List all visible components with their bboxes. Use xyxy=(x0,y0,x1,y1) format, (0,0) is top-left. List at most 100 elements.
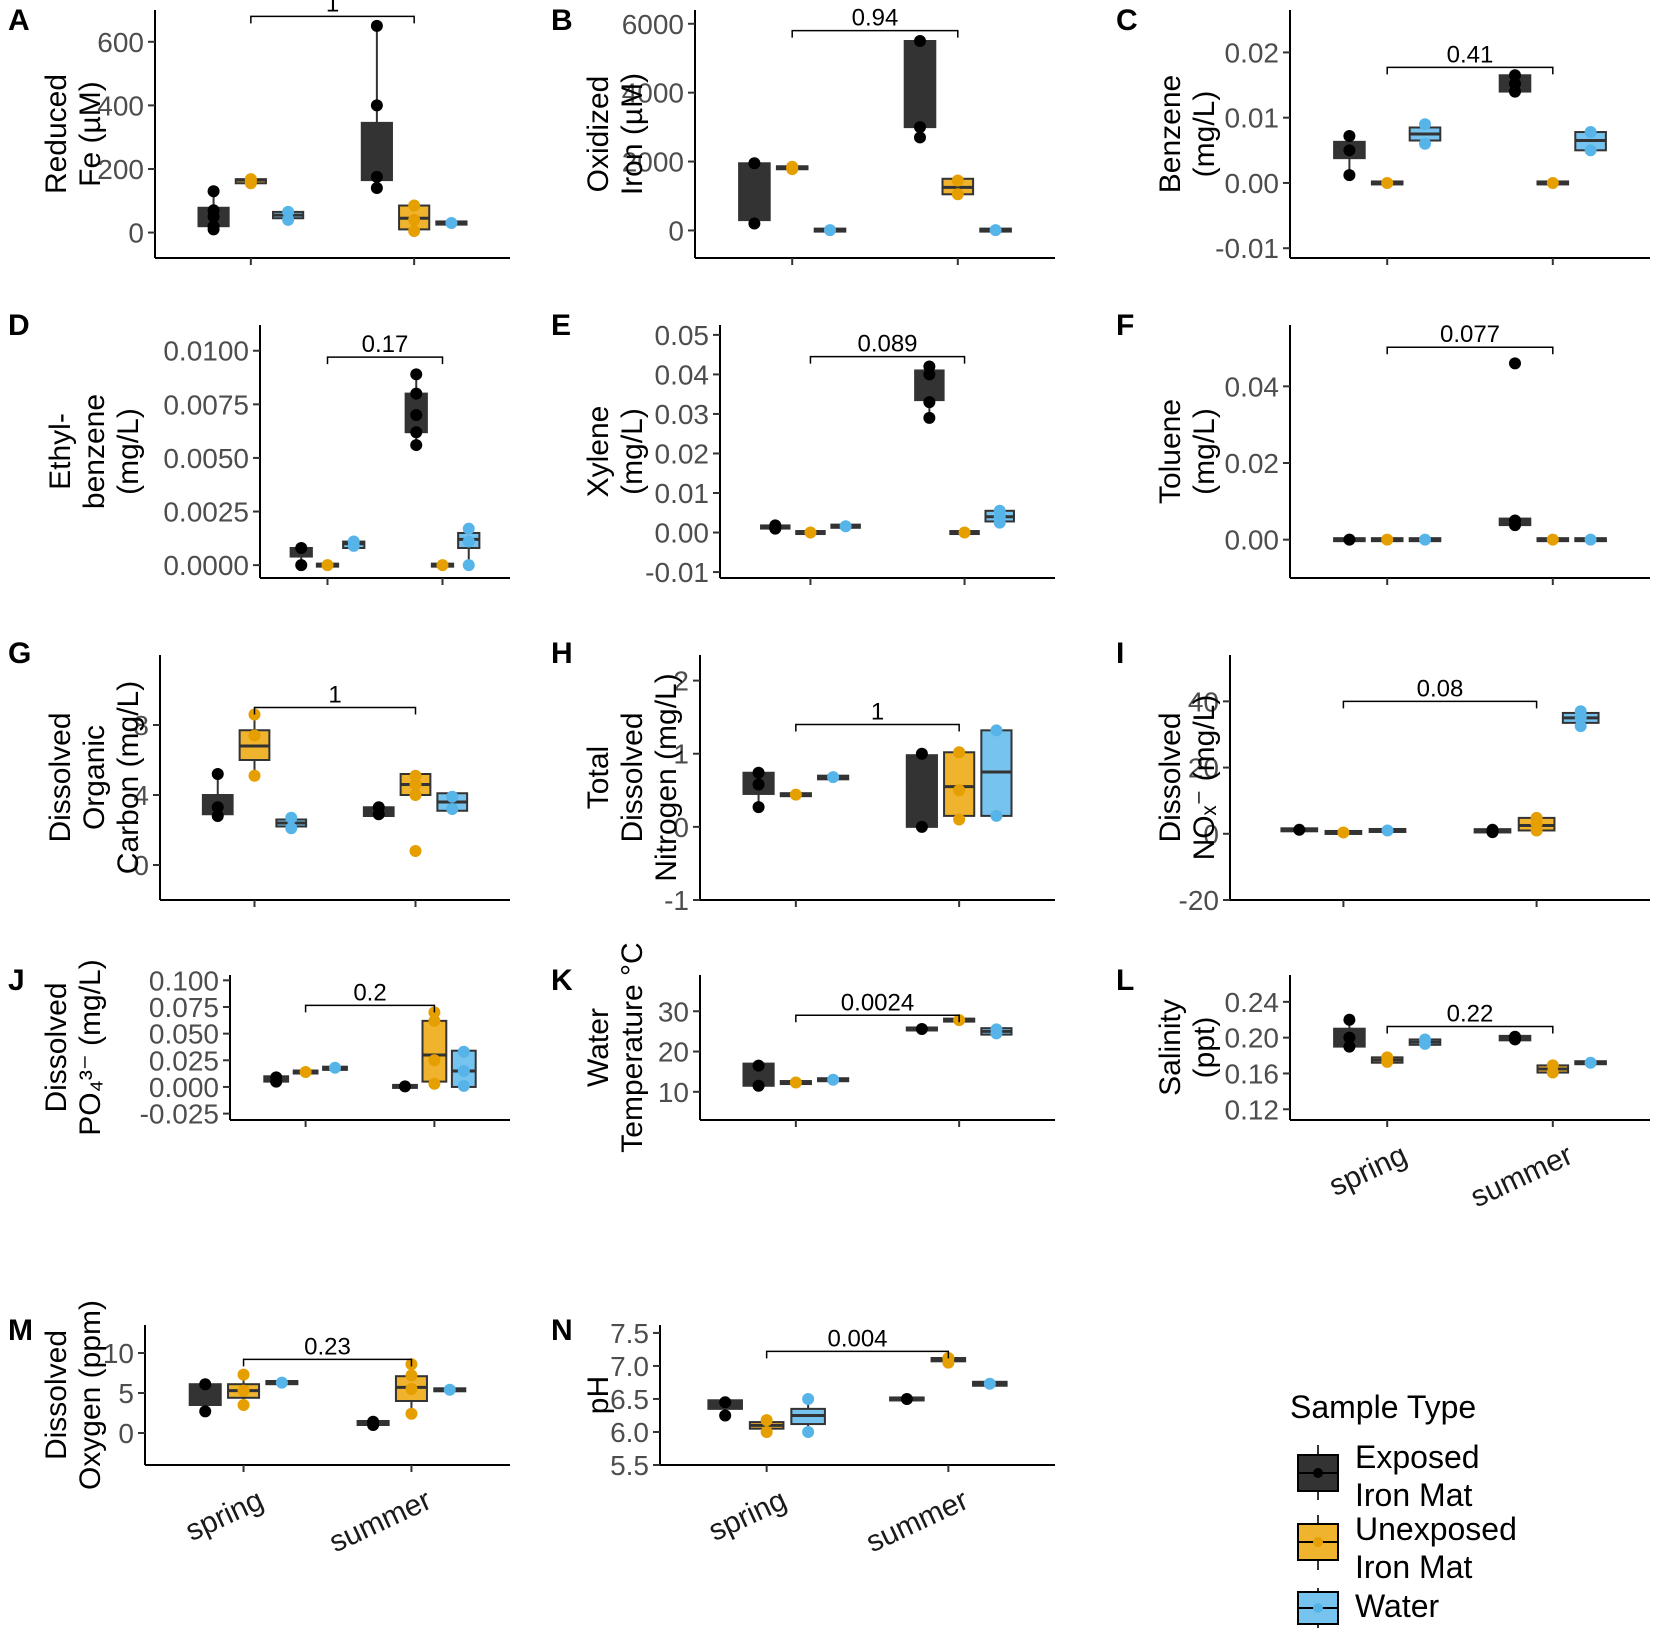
y-axis-label-line: Dissolved xyxy=(40,982,73,1112)
p-value-label: 0.23 xyxy=(304,1333,351,1360)
data-point xyxy=(900,1392,913,1405)
data-point xyxy=(1419,118,1431,131)
box-spring-water xyxy=(1368,824,1407,837)
y-tick-label: 0.0025 xyxy=(163,497,249,528)
box-summer-exposed xyxy=(362,801,395,821)
y-tick-label: 7.5 xyxy=(610,1318,649,1349)
y-tick-label: 0.12 xyxy=(1225,1094,1280,1125)
data-point xyxy=(719,1396,732,1409)
p-value-label: 0.077 xyxy=(1440,321,1500,348)
box-summer-water xyxy=(1574,126,1607,157)
box-spring-unexposed xyxy=(779,1076,812,1089)
data-point xyxy=(1381,533,1394,546)
data-point xyxy=(1530,811,1543,824)
data-point xyxy=(760,1425,773,1438)
data-point xyxy=(1343,169,1356,182)
data-point xyxy=(329,1061,341,1074)
panel-c: C -0.01 0.00 0.01 0.02 Benzene (mg/L) 0.41 xyxy=(1116,4,1650,265)
data-point xyxy=(1509,77,1521,90)
y-axis-label-line: Iron (µM) xyxy=(616,73,649,195)
p-value-label: 0.0024 xyxy=(841,989,914,1016)
data-point xyxy=(983,1377,996,1390)
box-summer-exposed xyxy=(914,360,945,424)
data-point xyxy=(1509,514,1521,527)
box-spring-water xyxy=(342,535,366,552)
y-axis-label-line: Xylene xyxy=(582,406,615,498)
box-spring-unexposed xyxy=(238,708,271,782)
panel-letter-j: J xyxy=(8,964,25,997)
data-point xyxy=(1584,144,1597,157)
data-point xyxy=(1381,824,1394,837)
data-point xyxy=(347,535,360,548)
y-tick-label: 0.04 xyxy=(655,359,710,390)
box-summer-water xyxy=(972,1377,1008,1390)
box-summer-water xyxy=(979,224,1012,237)
data-point xyxy=(409,778,422,791)
y-tick-label: 4000 xyxy=(622,78,684,109)
data-point xyxy=(1419,1033,1431,1046)
p-value-bracket xyxy=(250,15,415,24)
y-axis-label-line: Carbon (mg/L) xyxy=(112,681,145,874)
data-point xyxy=(237,1384,250,1397)
data-point xyxy=(1419,137,1431,150)
data-point xyxy=(211,768,224,780)
box-spring-exposed xyxy=(197,185,230,236)
legend-key-water xyxy=(1297,1588,1339,1628)
data-point xyxy=(1343,129,1356,142)
box-spring-unexposed xyxy=(315,559,340,572)
box-summer-water xyxy=(980,1023,1013,1040)
y-tick-label: 200 xyxy=(97,154,144,185)
legend: Sample Type Exposed Iron Mat Unexposed I… xyxy=(1290,1389,1517,1628)
y-tick-label: 0.01 xyxy=(1225,103,1280,134)
data-point xyxy=(275,1376,288,1389)
y-axis-label-line: Temperature °C xyxy=(616,942,649,1152)
data-point xyxy=(752,1059,765,1072)
box-summer-exposed xyxy=(1498,1030,1532,1046)
box-summer-exposed xyxy=(905,747,938,833)
box-spring-exposed xyxy=(1333,1013,1366,1053)
y-tick-label: 0.0000 xyxy=(163,550,249,581)
panel-m: M 0 5 10 spring summer Dissolved Oxygen (ppm) 0.… xyxy=(8,1300,510,1559)
p-value-label: 0.17 xyxy=(362,331,409,358)
box-spring-unexposed xyxy=(748,1414,785,1438)
y-tick-label: 30 xyxy=(658,996,689,1027)
y-axis-label-line: Reduced xyxy=(40,74,73,194)
data-point xyxy=(462,535,475,548)
box-summer-exposed xyxy=(1498,69,1532,98)
data-point xyxy=(409,789,422,801)
y-axis-label-line: Dissolved xyxy=(44,712,77,842)
y-tick-label: 400 xyxy=(97,90,144,121)
box-summer-unexposed xyxy=(941,174,975,201)
data-point xyxy=(457,1079,470,1092)
legend-label-exposed-2: Iron Mat xyxy=(1355,1477,1472,1513)
y-tick-label: 0.20 xyxy=(1225,1023,1280,1054)
data-point xyxy=(1381,1051,1394,1064)
data-point xyxy=(1381,176,1394,189)
data-point xyxy=(915,820,928,833)
data-point xyxy=(207,185,220,198)
y-tick-label: 0.100 xyxy=(149,965,219,996)
y-axis-label-line: Toluene xyxy=(1154,399,1187,504)
box-spring-unexposed xyxy=(1370,176,1404,189)
data-point xyxy=(408,213,421,226)
data-point xyxy=(923,411,936,424)
data-point xyxy=(752,801,765,814)
data-point xyxy=(282,205,295,218)
data-point xyxy=(428,1077,441,1090)
box-summer-water xyxy=(984,504,1015,529)
box-summer-water xyxy=(433,1383,467,1396)
p-value-bracket xyxy=(242,1358,413,1367)
legend-label-unexposed-1: Unexposed xyxy=(1355,1511,1517,1547)
y-tick-label: 0.02 xyxy=(655,438,710,469)
data-point xyxy=(270,1071,283,1084)
data-point xyxy=(951,188,964,201)
panel-g: G 0 4 8 Dissolved Organic Carbon (mg/L) 1 xyxy=(8,637,510,907)
box-spring-exposed xyxy=(1333,533,1366,546)
data-point xyxy=(372,801,385,814)
box-spring-exposed xyxy=(760,519,791,535)
p-value-label: 1 xyxy=(326,0,339,17)
y-tick-label: 0.075 xyxy=(149,992,219,1023)
box-summer-water xyxy=(1561,705,1600,733)
data-point xyxy=(839,520,852,533)
data-point xyxy=(953,784,966,797)
